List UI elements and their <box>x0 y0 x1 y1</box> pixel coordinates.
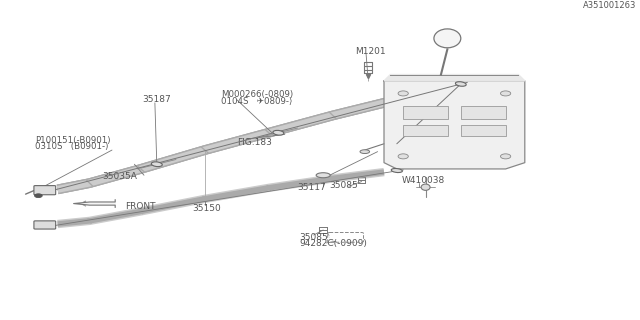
Bar <box>461 125 506 136</box>
Bar <box>403 125 448 136</box>
Text: A351001263: A351001263 <box>584 1 637 10</box>
Text: FRONT: FRONT <box>125 202 156 211</box>
Polygon shape <box>74 200 115 207</box>
Ellipse shape <box>151 162 163 167</box>
Ellipse shape <box>434 29 461 48</box>
Polygon shape <box>384 81 525 169</box>
Polygon shape <box>384 75 525 81</box>
Ellipse shape <box>273 130 284 135</box>
Ellipse shape <box>316 173 330 178</box>
Circle shape <box>398 91 408 96</box>
Text: W410038: W410038 <box>402 176 445 185</box>
FancyBboxPatch shape <box>34 186 56 195</box>
Text: 0104S   ✈0809-⟩: 0104S ✈0809-⟩ <box>221 97 292 106</box>
Bar <box>461 106 506 119</box>
Ellipse shape <box>360 150 370 154</box>
Text: 0310S   (B0901-): 0310S (B0901-) <box>35 142 109 151</box>
Bar <box>403 106 448 119</box>
Text: 35117: 35117 <box>297 183 326 192</box>
FancyBboxPatch shape <box>34 221 56 229</box>
Circle shape <box>35 194 42 197</box>
Circle shape <box>398 154 408 159</box>
Circle shape <box>500 154 511 159</box>
Text: FIG.183: FIG.183 <box>237 138 271 147</box>
Text: 35035A: 35035A <box>102 172 137 181</box>
Ellipse shape <box>421 184 430 190</box>
Text: M000266(-0809): M000266(-0809) <box>221 91 293 100</box>
Text: 35085: 35085 <box>330 181 358 190</box>
Text: P100151(-B0901): P100151(-B0901) <box>35 136 111 145</box>
Text: 35187: 35187 <box>142 95 171 104</box>
Circle shape <box>500 91 511 96</box>
Text: 35150: 35150 <box>192 204 221 213</box>
Ellipse shape <box>391 169 403 172</box>
Text: 94282C(-0909): 94282C(-0909) <box>300 239 367 248</box>
Text: 35085: 35085 <box>300 233 328 242</box>
Text: M1201: M1201 <box>355 47 386 56</box>
Ellipse shape <box>456 82 466 86</box>
